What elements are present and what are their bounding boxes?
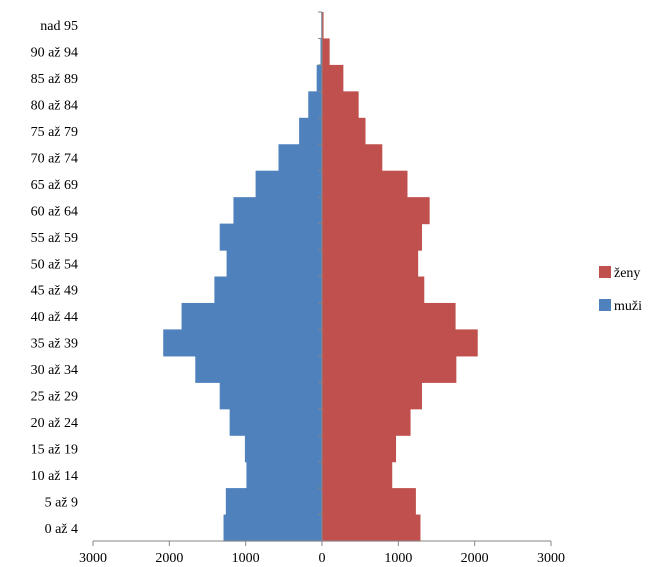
category-label-3: 15 až 19 bbox=[31, 442, 78, 457]
bar-men-11 bbox=[219, 223, 322, 251]
bar-women-15 bbox=[322, 117, 366, 145]
category-label-16: 80 až 84 bbox=[31, 99, 78, 114]
x-axis-ticks: 3000 2000 1000 0 1000 2000 3000 bbox=[79, 11, 565, 566]
legend: ženy muži bbox=[599, 266, 642, 314]
bar-men-9 bbox=[214, 276, 322, 304]
category-label-1: 5 až 9 bbox=[45, 495, 78, 510]
category-label-6: 30 až 34 bbox=[31, 363, 78, 378]
bar-men-4 bbox=[229, 408, 322, 436]
bar-men-18 bbox=[320, 38, 322, 66]
category-label-7: 35 až 39 bbox=[31, 337, 78, 352]
legend-label-0: ženy bbox=[614, 266, 640, 281]
bar-men-12 bbox=[233, 197, 322, 225]
category-label-11: 55 až 59 bbox=[31, 231, 78, 246]
category-label-9: 45 až 49 bbox=[31, 284, 78, 299]
bar-women-4 bbox=[322, 408, 411, 436]
bar-men-5 bbox=[219, 382, 322, 410]
legend-swatch-0 bbox=[599, 266, 611, 278]
bar-men-3 bbox=[244, 435, 322, 463]
bar-men-0 bbox=[223, 514, 322, 542]
bar-women-11 bbox=[322, 223, 422, 251]
bar-men-7 bbox=[163, 329, 322, 357]
bar-women-1 bbox=[322, 488, 416, 516]
bar-women-10 bbox=[322, 250, 419, 278]
bar-women-0 bbox=[322, 514, 421, 542]
category-label-4: 20 až 24 bbox=[31, 416, 78, 431]
bar-men-14 bbox=[278, 144, 322, 172]
bar-men-10 bbox=[226, 250, 322, 278]
category-labels: 0 až 4 5 až 9 10 až 14 15 až 19 20 až 24 25 a… bbox=[31, 19, 78, 537]
category-label-10: 50 až 54 bbox=[31, 257, 78, 272]
bar-women-12 bbox=[322, 197, 430, 225]
bar-women-2 bbox=[322, 461, 393, 489]
bar-men-13 bbox=[255, 170, 322, 198]
bar-women-16 bbox=[322, 91, 359, 119]
category-label-0: 0 až 4 bbox=[45, 522, 78, 537]
x-tick-label-0: 3000 bbox=[79, 551, 107, 566]
bar-women-19 bbox=[322, 12, 324, 40]
legend-label-1: muži bbox=[614, 299, 642, 314]
bar-women-13 bbox=[322, 170, 408, 198]
category-label-14: 70 až 74 bbox=[31, 151, 78, 166]
category-label-12: 60 až 64 bbox=[31, 204, 78, 219]
category-label-19: nad 95 bbox=[40, 19, 78, 34]
bar-women-6 bbox=[322, 355, 457, 383]
bar-women-3 bbox=[322, 435, 397, 463]
category-label-5: 25 až 29 bbox=[31, 390, 78, 405]
bar-women-18 bbox=[322, 38, 330, 66]
bar-women-9 bbox=[322, 276, 425, 304]
bar-women-14 bbox=[322, 144, 383, 172]
bar-men-8 bbox=[181, 302, 322, 330]
category-label-2: 10 až 14 bbox=[31, 469, 78, 484]
bar-men-16 bbox=[308, 91, 322, 119]
bar-men-1 bbox=[225, 488, 322, 516]
x-tick-label-2: 1000 bbox=[232, 551, 260, 566]
bar-women-7 bbox=[322, 329, 478, 357]
category-label-8: 40 až 44 bbox=[31, 310, 78, 325]
x-tick-label-6: 3000 bbox=[537, 551, 565, 566]
category-label-17: 85 až 89 bbox=[31, 72, 78, 87]
bar-women-17 bbox=[322, 64, 344, 92]
bar-men-15 bbox=[299, 117, 322, 145]
x-tick-label-5: 2000 bbox=[461, 551, 489, 566]
x-tick-label-4: 1000 bbox=[384, 551, 412, 566]
bar-men-6 bbox=[195, 355, 322, 383]
category-label-15: 75 až 79 bbox=[31, 125, 78, 140]
category-label-13: 65 až 69 bbox=[31, 178, 78, 193]
bar-men-17 bbox=[316, 64, 322, 92]
legend-swatch-1 bbox=[599, 299, 611, 311]
x-tick-label-3: 0 bbox=[319, 551, 326, 566]
bar-women-5 bbox=[322, 382, 422, 410]
bar-women-8 bbox=[322, 302, 456, 330]
bars-group bbox=[163, 12, 478, 542]
x-tick-label-1: 2000 bbox=[155, 551, 183, 566]
category-label-18: 90 až 94 bbox=[31, 46, 78, 61]
bar-men-2 bbox=[246, 461, 322, 489]
